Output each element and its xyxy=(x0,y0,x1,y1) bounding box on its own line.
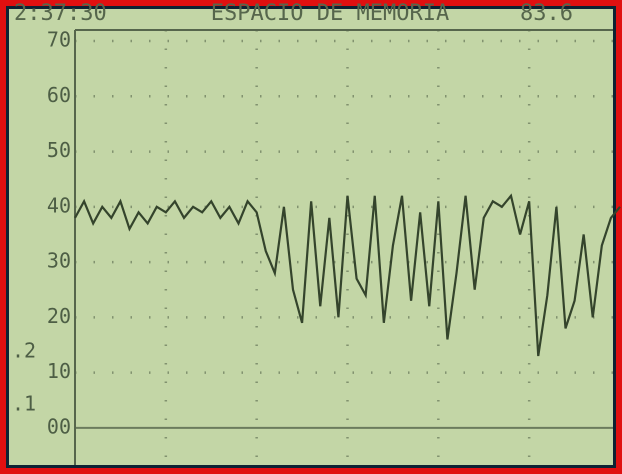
screen: 2:37:30 ESPACIO DE MEMORIA 83.6 .2 .1 00… xyxy=(0,0,622,474)
y-tick-label: 70 xyxy=(47,28,71,52)
y-tick-label: 40 xyxy=(47,193,71,217)
header-time: 2:37:30 xyxy=(14,1,107,26)
lcd xyxy=(9,9,613,465)
y-tick-label: 60 xyxy=(47,83,71,107)
header-value: 83.6 xyxy=(520,1,573,26)
y-tick-label: 20 xyxy=(47,304,71,328)
header-title: ESPACIO DE MEMORIA xyxy=(211,1,449,26)
page: {"chart_data": {"type": "line", "header"… xyxy=(0,0,622,474)
side-label: .1 xyxy=(12,392,36,416)
side-label: .2 xyxy=(12,339,36,363)
y-tick-label: 30 xyxy=(47,249,71,273)
y-tick-label: 10 xyxy=(47,359,71,383)
y-tick-label: 00 xyxy=(47,414,71,438)
y-tick-label: 50 xyxy=(47,138,71,162)
